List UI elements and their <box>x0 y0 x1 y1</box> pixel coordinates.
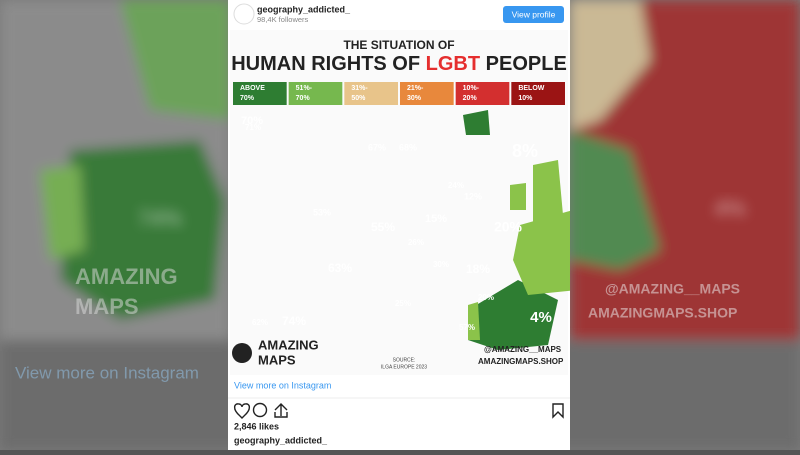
map-label: 67% <box>368 142 386 152</box>
map-label: 30% <box>433 260 449 269</box>
bg-shop: AMAZINGMAPS.SHOP <box>588 305 737 321</box>
legend-label: 70% <box>240 95 255 102</box>
map-label: 8% <box>512 141 538 161</box>
brand: AMAZING <box>258 337 319 352</box>
legend-label: 50% <box>351 95 366 102</box>
map-label: 74% <box>282 314 306 328</box>
legend-label: ABOVE <box>240 85 265 92</box>
map-label: 68% <box>399 142 417 152</box>
bg-brand: MAPS <box>75 294 139 319</box>
legend-label: 70% <box>296 95 311 102</box>
map-label: 12% <box>464 191 482 201</box>
map-label: 62% <box>252 318 268 327</box>
legend-label: 10% <box>518 95 533 102</box>
globe-icon <box>232 343 252 363</box>
map-label: 26% <box>408 238 424 247</box>
view-profile-button[interactable] <box>503 6 564 23</box>
map-label: 20% <box>478 293 494 302</box>
shop: AMAZINGMAPS.SHOP <box>478 357 564 366</box>
map-label: 55% <box>371 220 395 234</box>
legend-swatch <box>400 82 454 105</box>
legend-label: 21%- <box>407 85 424 92</box>
save-icon[interactable] <box>552 403 564 419</box>
handle: @AMAZING__MAPS <box>484 345 562 354</box>
legend-label: 30% <box>407 95 422 102</box>
map-label: 18% <box>466 262 490 276</box>
map-label: 15% <box>425 213 447 225</box>
legend-swatch <box>511 82 565 105</box>
map-title-top: THE SITUATION OF <box>343 38 454 52</box>
title-main: HUMAN RIGHTS OF <box>231 53 420 75</box>
map-label: 25% <box>395 299 411 308</box>
map-label: 63% <box>328 261 352 275</box>
legend-label: 31%- <box>351 85 368 92</box>
legend-label: 51%- <box>296 85 313 92</box>
view-more-link[interactable]: View more on Instagram <box>234 380 331 390</box>
source: SOURCE: <box>393 357 416 363</box>
followers: 98,4K followers <box>257 15 309 24</box>
legend-swatch <box>455 82 510 105</box>
map-label: 71% <box>245 123 261 132</box>
like-icon[interactable] <box>233 403 251 419</box>
title-highlight: LGBT <box>426 53 480 75</box>
legend-label: 10%- <box>463 85 480 92</box>
source: ILGA EUROPE 2023 <box>381 364 427 370</box>
title-end: PEOPLE <box>486 53 567 75</box>
bg-handle: @AMAZING__MAPS <box>605 281 740 297</box>
instagram-embed: geography_addicted_ 98,4K followers View… <box>228 0 796 450</box>
map-title: HUMAN RIGHTS OF LGBT PEOPLE <box>231 53 567 75</box>
map-label: 20% <box>494 219 523 235</box>
map-label: 24% <box>448 181 464 190</box>
legend-swatch <box>344 82 398 105</box>
bg-brand: AMAZING <box>75 264 178 289</box>
caption-user[interactable]: geography_addicted_ <box>234 435 328 445</box>
brand: MAPS <box>258 352 296 367</box>
embed-svg: geography_addicted_ 98,4K followers View… <box>228 3 796 445</box>
legend-label: BELOW <box>518 85 544 92</box>
bg-label: 4% <box>714 196 746 221</box>
bg-link: View more on Instagram <box>15 363 199 382</box>
avatar[interactable] <box>233 3 255 25</box>
map-label: 57% <box>459 323 475 332</box>
bg-label: 74% <box>138 206 182 231</box>
legend-label: 20% <box>463 95 478 102</box>
username[interactable]: geography_addicted_ <box>257 4 351 14</box>
view-profile-label[interactable]: View profile <box>512 9 556 19</box>
legend-swatch <box>288 82 343 105</box>
map-label: 4% <box>530 309 552 326</box>
share-icon[interactable] <box>274 403 288 418</box>
legend-swatch <box>233 82 287 105</box>
map-label: 53% <box>313 207 331 217</box>
comment-icon[interactable] <box>252 402 268 418</box>
likes: 2,846 likes <box>234 421 279 431</box>
map-label: 70% <box>241 115 263 127</box>
